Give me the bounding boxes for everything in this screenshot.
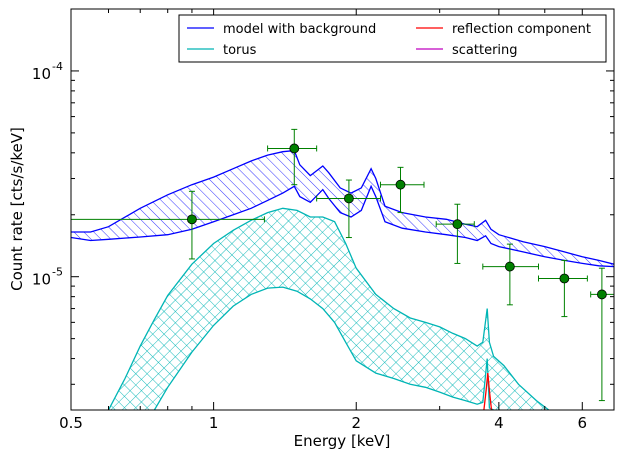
tick-labels: 0.5 1 2 4 610-510-4 <box>32 60 587 432</box>
x-tick-label: 2 <box>351 414 361 432</box>
data-point-marker <box>187 214 197 225</box>
model-with-background-lower-line <box>71 184 614 268</box>
torus-lower-line <box>153 286 494 410</box>
legend: model with background reflection compone… <box>178 14 607 63</box>
y-tick-label-exponent: -5 <box>52 266 63 279</box>
x-tick-label: 4 <box>494 414 504 432</box>
data-point-marker <box>452 219 463 230</box>
plot-area <box>71 128 614 410</box>
reflection-component-line <box>483 373 493 410</box>
torus-upper-line <box>107 207 550 410</box>
data-point-4 <box>379 166 425 214</box>
data-point-8 <box>590 267 614 402</box>
y-tick-label-base: 10 <box>32 271 51 289</box>
torus-band-fill <box>108 208 549 410</box>
data-point-6 <box>482 243 540 306</box>
y-axis-label: Count rate [cts/s/keV] <box>8 127 26 291</box>
data-point-marker <box>395 179 406 190</box>
legend-label-reflection: reflection component <box>452 22 591 37</box>
axis-ticks <box>70 8 615 410</box>
data-point-marker <box>559 273 570 284</box>
x-tick-label: 0.5 <box>59 414 83 432</box>
model-with-background-upper-line <box>71 149 614 265</box>
legend-box <box>178 14 607 63</box>
legend-label-model: model with background <box>223 22 376 37</box>
data-point-marker <box>504 261 515 272</box>
x-tick-label: 1 <box>209 414 219 432</box>
data-point-2 <box>267 128 318 186</box>
data-point-1 <box>71 190 265 260</box>
y-tick-label-base: 10 <box>32 65 51 83</box>
y-tick-label-exponent: -4 <box>52 60 63 73</box>
data-point-3 <box>316 179 381 239</box>
plot-frame <box>70 8 615 411</box>
data-point-marker <box>344 193 354 204</box>
data-point-7 <box>538 259 588 318</box>
data-point-5 <box>435 203 475 264</box>
x-axis-label: Energy [keV] <box>294 432 391 450</box>
data-point-marker <box>289 143 300 154</box>
legend-label-torus: torus <box>223 43 257 58</box>
y-tick-label: 10 -4 <box>32 60 63 83</box>
legend-label-scattering: scattering <box>452 43 518 58</box>
data-point-marker <box>596 289 607 300</box>
x-tick-label: 6 <box>578 414 588 432</box>
y-tick-label: 10 -5 <box>32 266 63 289</box>
